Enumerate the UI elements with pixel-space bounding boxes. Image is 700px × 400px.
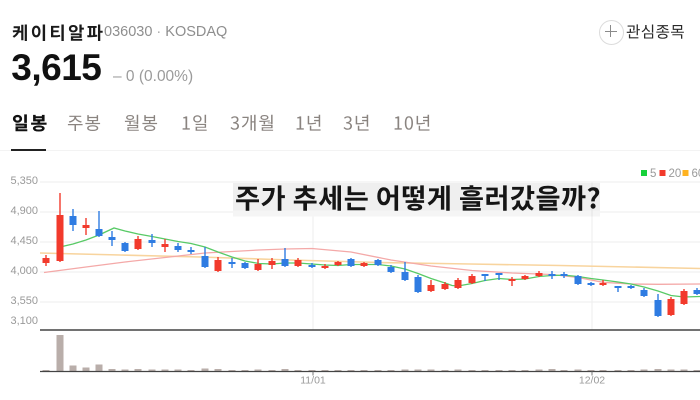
svg-text:4,000: 4,000 bbox=[10, 265, 38, 277]
svg-text:3,100: 3,100 bbox=[10, 315, 38, 327]
svg-text:3,550: 3,550 bbox=[10, 295, 38, 307]
svg-text:11/01: 11/01 bbox=[300, 375, 326, 387]
svg-text:60: 60 bbox=[692, 168, 700, 180]
svg-text:4,900: 4,900 bbox=[10, 205, 38, 217]
svg-text:4,450: 4,450 bbox=[10, 235, 38, 247]
svg-text:20: 20 bbox=[669, 168, 682, 180]
svg-text:5,350: 5,350 bbox=[10, 175, 38, 187]
svg-text:12/02: 12/02 bbox=[579, 375, 605, 387]
svg-text:5: 5 bbox=[650, 168, 656, 180]
